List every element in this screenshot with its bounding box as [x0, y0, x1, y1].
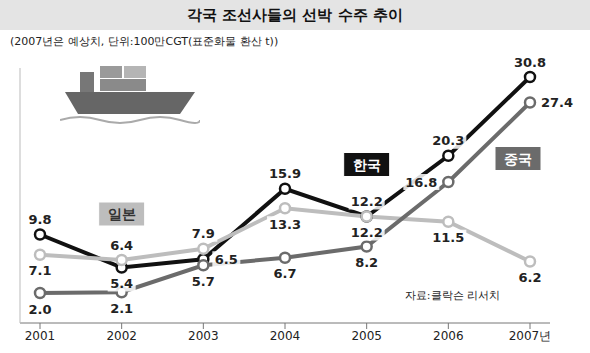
svg-text:20.3: 20.3 [432, 133, 464, 148]
svg-text:12.2: 12.2 [351, 194, 383, 209]
html-text:자료:클락슨 리서치: 자료:클락슨 리서치 [404, 289, 500, 302]
svg-text:13.3: 13.3 [269, 217, 301, 232]
svg-text:한국: 한국 [353, 157, 381, 173]
svg-text:2.0: 2.0 [28, 302, 51, 317]
svg-text:6.2: 6.2 [518, 270, 541, 285]
svg-text:2005: 2005 [351, 329, 382, 343]
svg-text:2004: 2004 [270, 329, 301, 343]
svg-text:6.4: 6.4 [110, 238, 133, 253]
svg-text:30.8: 30.8 [514, 55, 546, 70]
svg-text:2001: 2001 [25, 329, 56, 343]
svg-text:7.1: 7.1 [28, 263, 51, 278]
svg-text:2.1: 2.1 [110, 301, 133, 316]
svg-text:중국: 중국 [504, 151, 532, 167]
svg-text:5.7: 5.7 [192, 274, 215, 289]
html-text:각국 조선사들의 선박 수주 추이: 각국 조선사들의 선박 수주 추이 [187, 5, 403, 24]
svg-text:5.4: 5.4 [110, 276, 133, 291]
svg-text:2006: 2006 [433, 329, 464, 343]
svg-text:6.5: 6.5 [215, 252, 238, 267]
svg-text:27.4: 27.4 [541, 95, 573, 110]
svg-text:7.9: 7.9 [192, 226, 215, 241]
svg-text:11.5: 11.5 [432, 230, 464, 245]
html-text:(2007년은 예상치, 단위:100만CGT(표준화물 환: (2007년은 예상치, 단위:100만CGT(표준화물 환산 t)) [10, 35, 279, 48]
svg-text:일본: 일본 [108, 206, 136, 222]
svg-text:16.8: 16.8 [405, 175, 437, 190]
svg-text:15.9: 15.9 [269, 166, 301, 181]
svg-text:2007년: 2007년 [509, 329, 552, 343]
svg-text:2003: 2003 [188, 329, 219, 343]
svg-text:8.2: 8.2 [355, 255, 378, 270]
svg-text:2002: 2002 [106, 329, 137, 343]
svg-text:12.2: 12.2 [351, 225, 383, 240]
svg-text:6.7: 6.7 [273, 266, 296, 281]
svg-text:9.8: 9.8 [28, 212, 51, 227]
